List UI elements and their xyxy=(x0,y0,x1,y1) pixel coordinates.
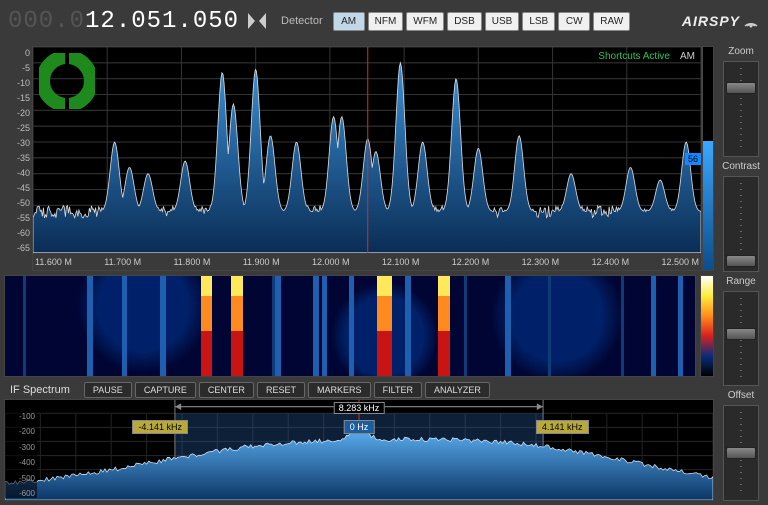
spectrum-x-axis: 11.600 M11.700 M11.800 M11.900 M12.000 M… xyxy=(33,254,701,270)
if-filter-button[interactable]: FILTER xyxy=(374,382,422,398)
waterfall-color-scale xyxy=(700,275,714,377)
if-spectrum-panel: IF Spectrum PAUSE CAPTURE CENTER RESET M… xyxy=(4,381,714,501)
tune-center-button[interactable] xyxy=(245,10,269,32)
if-y-axis: -100-200-300-400-500-600 xyxy=(5,412,37,498)
zoom-label: Zoom xyxy=(718,46,764,57)
mode-button-wfm[interactable]: WFM xyxy=(406,12,444,31)
if-analyzer-button[interactable]: ANALYZER xyxy=(425,382,490,398)
top-toolbar: 000.012.051.050 Detector AMNFMWFMDSBUSBL… xyxy=(0,0,768,42)
spectrum-plot: Shortwave Broadcast xyxy=(33,47,701,270)
waterfall-display[interactable] xyxy=(4,275,696,377)
mode-status: AM xyxy=(680,51,695,62)
brand-logo: AIRSPY xyxy=(682,13,760,29)
power-bar xyxy=(702,46,714,271)
spectrum-area[interactable]: Shortwave Broadcast Shortcuts Active AM … xyxy=(32,46,702,271)
mode-button-group: AMNFMWFMDSBUSBLSBCWRAW xyxy=(333,12,631,31)
mode-button-cw[interactable]: CW xyxy=(558,12,590,31)
mode-button-nfm[interactable]: NFM xyxy=(368,12,404,31)
if-center-button[interactable]: CENTER xyxy=(199,382,254,398)
zoom-slider[interactable] xyxy=(723,61,759,157)
mode-button-raw[interactable]: RAW xyxy=(593,12,630,31)
if-capture-button[interactable]: CAPTURE xyxy=(135,382,196,398)
range-slider[interactable] xyxy=(723,291,759,387)
signal-db-badge: 56 xyxy=(685,153,701,165)
if-pause-button[interactable]: PAUSE xyxy=(84,382,132,398)
marker-center[interactable]: 0 Hz xyxy=(344,420,375,434)
side-controls: Zoom Contrast Range Offset xyxy=(718,42,768,505)
range-label: Range xyxy=(718,276,764,287)
if-plot xyxy=(5,400,713,500)
offset-label: Offset xyxy=(718,390,764,401)
offset-slider[interactable] xyxy=(723,405,759,501)
freq-prefix: 000.0 xyxy=(8,8,85,35)
mode-button-usb[interactable]: USB xyxy=(485,12,520,31)
frequency-display[interactable]: 000.012.051.050 xyxy=(8,8,239,35)
contrast-label: Contrast xyxy=(718,161,764,172)
status-badges: Shortcuts Active AM xyxy=(598,51,695,62)
rf-spectrum-panel: 0-5-10-15-20-25-30-35-40-45-50-55-60-65 … xyxy=(4,46,714,271)
marker-left[interactable]: -4.141 kHz xyxy=(132,420,188,434)
spectrum-y-axis: 0-5-10-15-20-25-30-35-40-45-50-55-60-65 xyxy=(4,46,32,271)
shortcuts-status: Shortcuts Active xyxy=(598,51,670,62)
freq-main: 12.051.050 xyxy=(85,8,239,35)
if-markers-button[interactable]: MARKERS xyxy=(308,382,371,398)
mode-button-dsb[interactable]: DSB xyxy=(447,12,482,31)
if-toolbar: IF Spectrum PAUSE CAPTURE CENTER RESET M… xyxy=(4,381,714,399)
mode-button-am[interactable]: AM xyxy=(333,12,365,31)
detector-label: Detector xyxy=(281,15,323,27)
if-reset-button[interactable]: RESET xyxy=(257,382,305,398)
if-spectrum-area[interactable]: -100-200-300-400-500-600 8.283 kHz -4.14… xyxy=(4,399,714,501)
squelch-knob[interactable] xyxy=(39,53,95,109)
if-title: IF Spectrum xyxy=(10,384,70,396)
contrast-slider[interactable] xyxy=(723,176,759,272)
waterfall-panel xyxy=(4,275,714,377)
bandwidth-label: 8.283 kHz xyxy=(334,402,385,414)
brand-text: AIRSPY xyxy=(682,13,740,29)
mode-button-lsb[interactable]: LSB xyxy=(522,12,555,31)
marker-right[interactable]: 4.141 kHz xyxy=(536,420,589,434)
